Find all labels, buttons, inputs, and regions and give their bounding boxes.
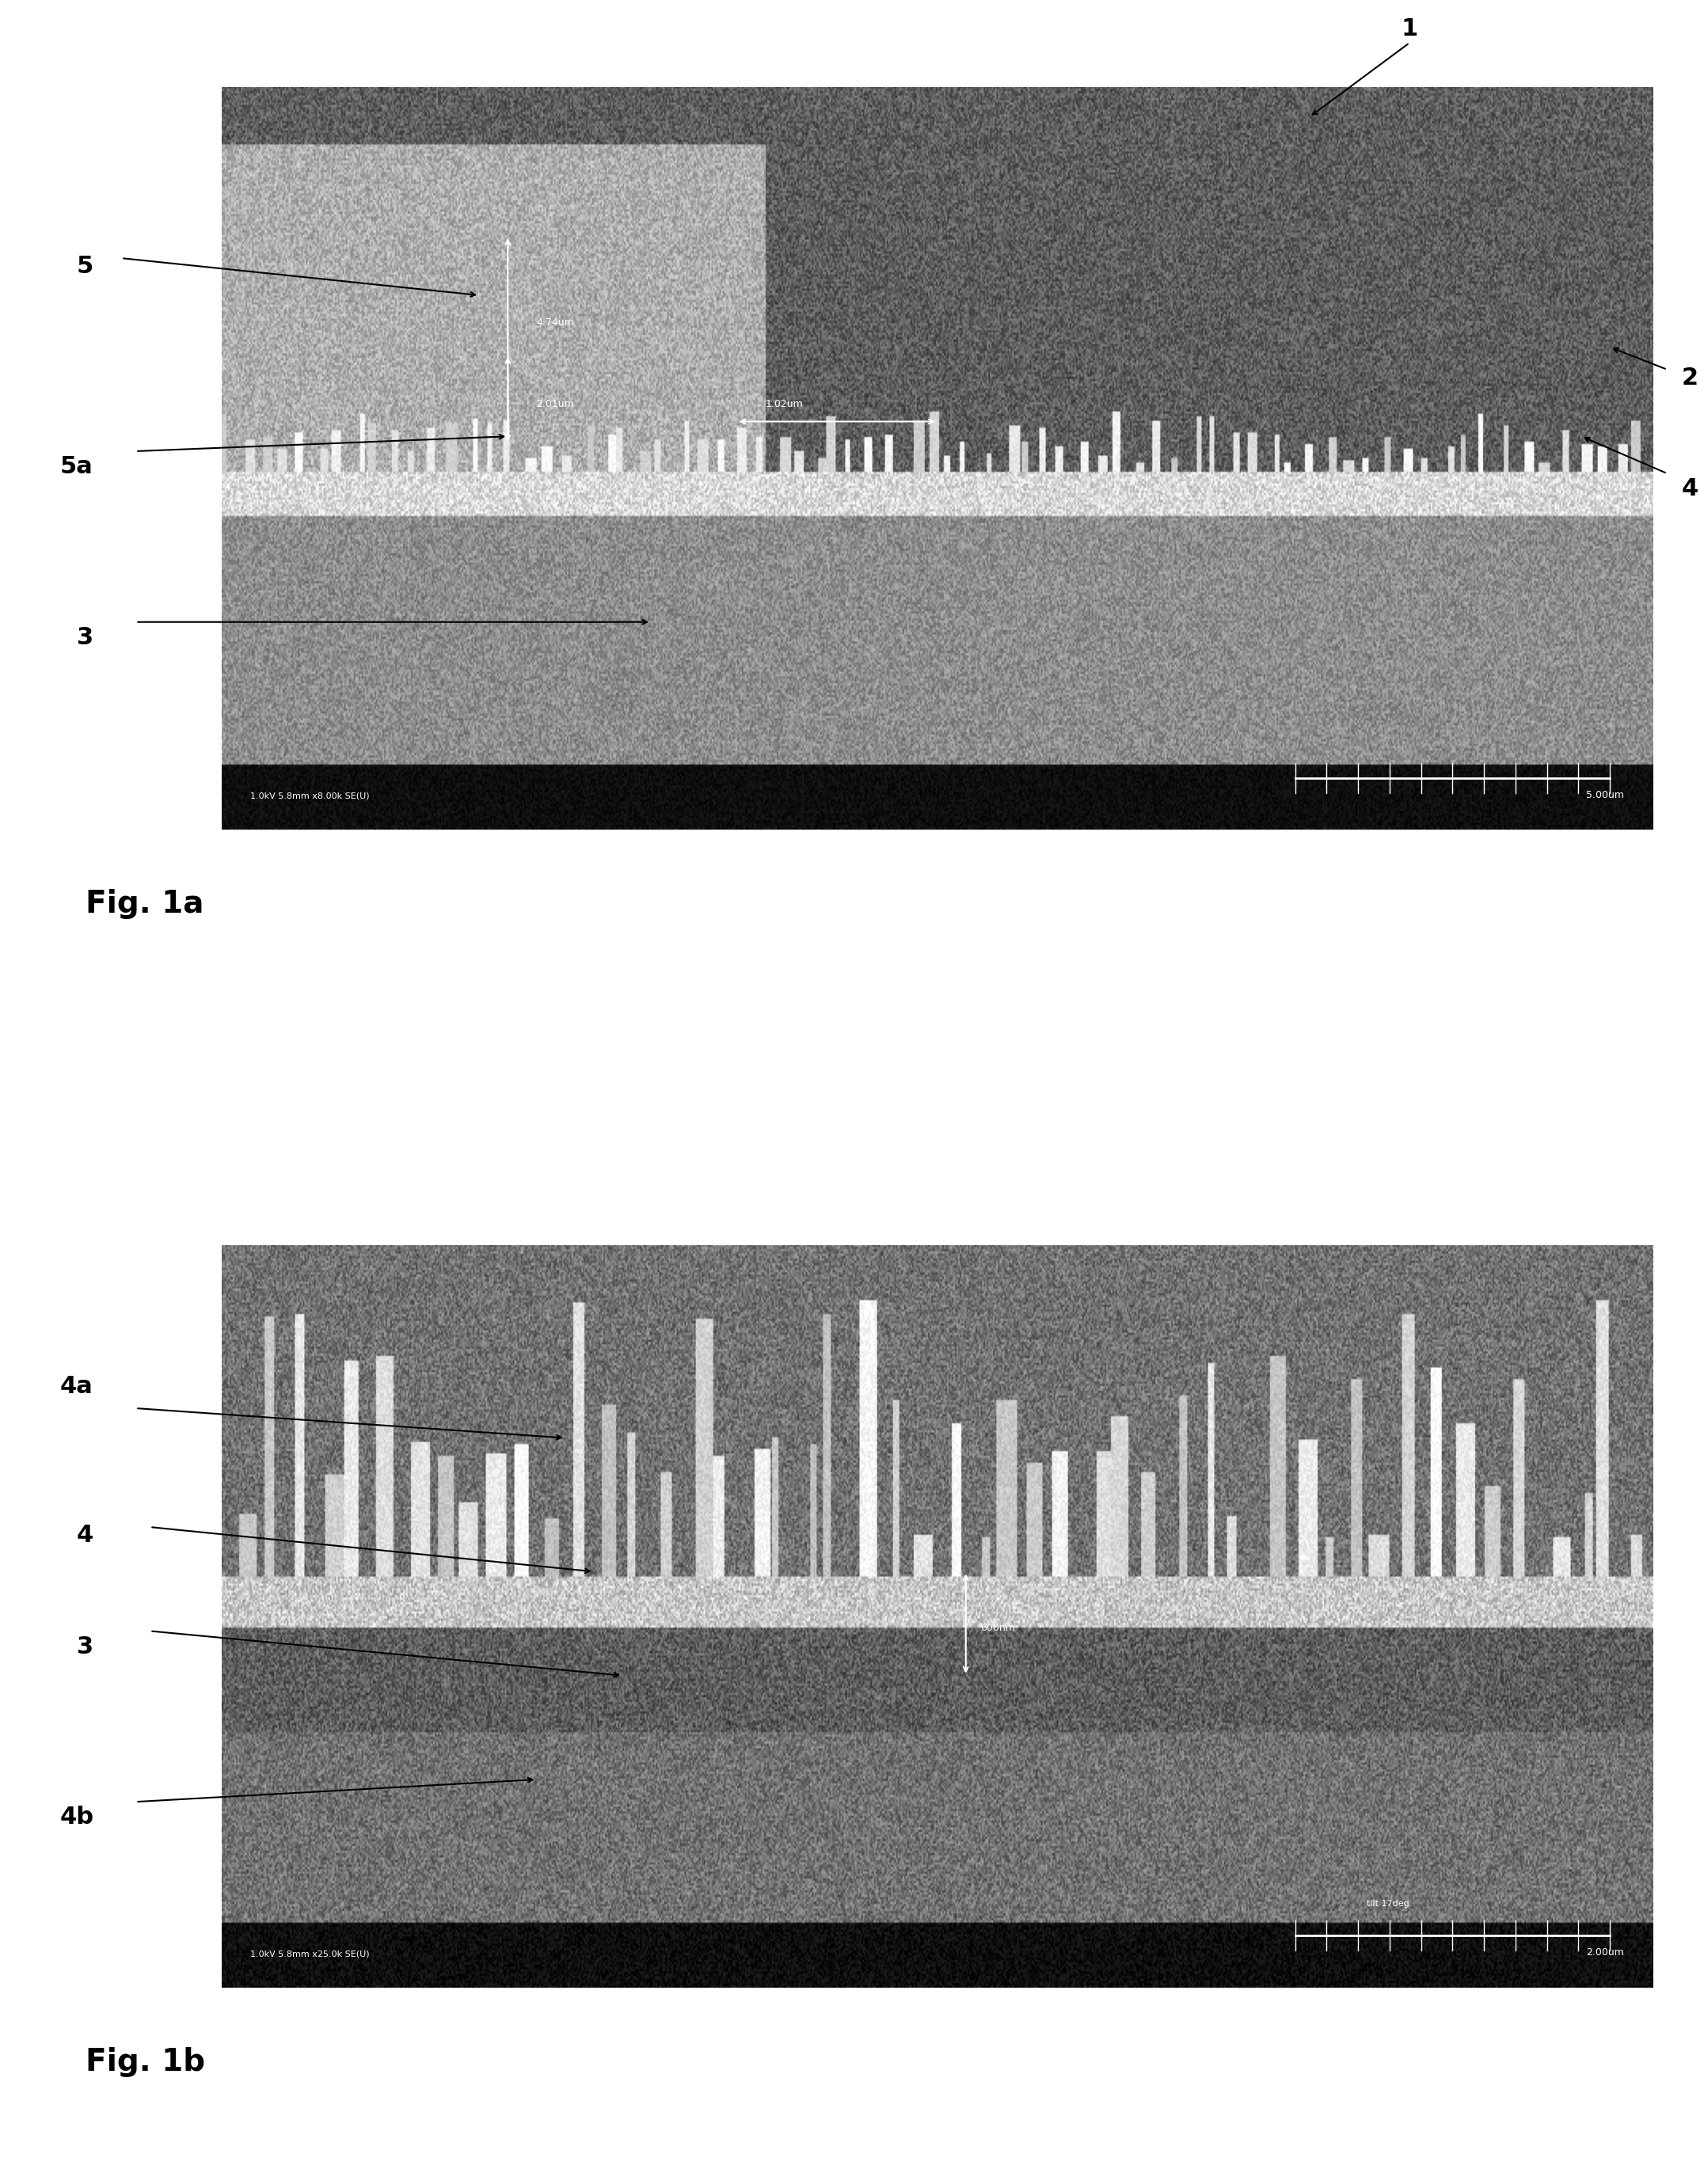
Text: 4b: 4b [60,1806,94,1828]
Text: tilt 17deg: tilt 17deg [1367,1900,1409,1907]
Text: 5: 5 [77,256,94,277]
Text: 4.74um: 4.74um [537,317,574,328]
Text: 3: 3 [77,1636,94,1658]
Text: 1: 1 [1401,17,1418,39]
Text: 1.0kV 5.8mm x8.00k SE(U): 1.0kV 5.8mm x8.00k SE(U) [250,793,370,799]
Text: Fig. 1b: Fig. 1b [85,2046,204,2077]
Text: 2.01um: 2.01um [537,400,574,408]
Text: 4a: 4a [60,1376,92,1398]
Text: 1.02um: 1.02um [765,400,803,408]
Text: 3: 3 [77,627,94,649]
Text: 2: 2 [1682,367,1699,389]
Text: 600nm: 600nm [980,1623,1016,1634]
Text: 2.00um: 2.00um [1586,1948,1624,1957]
Text: 4: 4 [1682,478,1699,500]
Text: 5.00um: 5.00um [1586,791,1624,799]
Text: 5a: 5a [60,454,92,478]
Text: Fig. 1a: Fig. 1a [85,889,203,919]
Text: 1.0kV 5.8mm x25.0k SE(U): 1.0kV 5.8mm x25.0k SE(U) [250,1950,370,1957]
Text: 4: 4 [77,1524,94,1546]
